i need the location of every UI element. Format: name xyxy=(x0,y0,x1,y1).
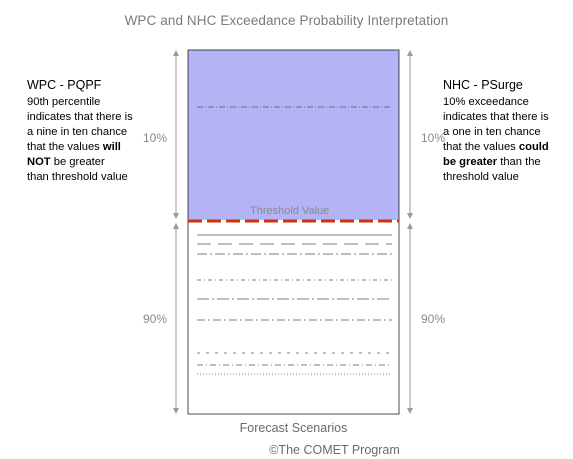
right-bold-be-greater: be greater xyxy=(443,156,498,168)
x-axis-label: Forecast Scenarios xyxy=(239,421,348,435)
right-panel-body: 10% exceedance indicates that there is a… xyxy=(443,95,573,185)
right-line-5: be greater than the xyxy=(443,155,573,170)
right-panel-heading: NHC - PSurge xyxy=(443,78,523,92)
left-line-5: NOT be greater xyxy=(27,155,177,170)
left-panel-body: 90th percentile indicates that there is … xyxy=(27,95,177,185)
copyright: ©The COMET Program xyxy=(269,443,400,457)
right-line-2: indicates that there is xyxy=(443,111,549,123)
right-line-1: 10% exceedance xyxy=(443,96,529,108)
left-after-bold: be greater xyxy=(50,156,105,168)
right-line-4-text: that the values xyxy=(443,141,519,153)
threshold-label: Threshold Value xyxy=(250,205,330,217)
left-lower-percent: 90% xyxy=(143,312,168,326)
diagram-title: WPC and NHC Exceedance Probability Inter… xyxy=(124,13,449,28)
right-lower-percent: 90% xyxy=(421,312,446,326)
left-line-4-text: that the values xyxy=(27,141,103,153)
right-line-4: that the values could xyxy=(443,140,573,155)
left-bold-not: NOT xyxy=(27,156,51,168)
right-line-3: a one in ten chance xyxy=(443,126,541,138)
left-line-4: that the values will xyxy=(27,140,177,155)
right-after-bold: than the xyxy=(497,156,541,168)
left-panel-heading: WPC - PQPF xyxy=(27,78,102,92)
right-bold-could: could xyxy=(518,141,549,153)
upper-region xyxy=(188,50,399,220)
right-upper-percent: 10% xyxy=(421,131,446,145)
left-line-6: than threshold value xyxy=(27,171,128,183)
left-line-3: a nine in ten chance xyxy=(27,126,128,138)
left-bold-will: will xyxy=(102,141,121,153)
left-upper-percent: 10% xyxy=(143,131,168,145)
left-line-1: 90th percentile xyxy=(27,96,101,108)
lower-scenario-lines xyxy=(197,234,392,375)
left-line-2: indicates that there is xyxy=(27,111,133,123)
right-line-6: threshold value xyxy=(443,171,519,183)
scenario-box xyxy=(187,49,400,415)
